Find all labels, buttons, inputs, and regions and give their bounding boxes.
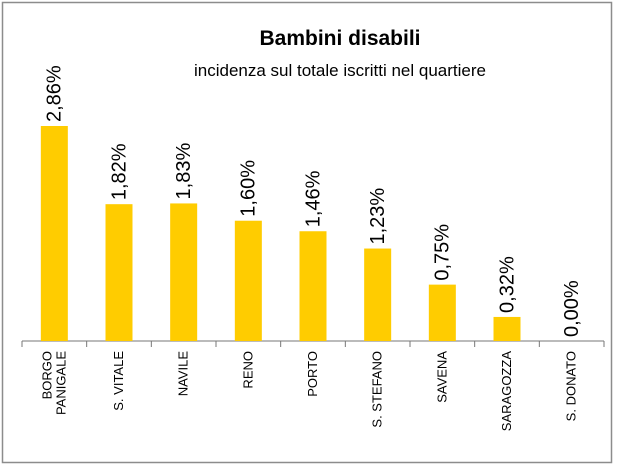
value-label: 0,75% [432,224,454,281]
value-label: 1,83% [173,143,195,200]
value-label: 0,32% [496,256,518,313]
bar [299,231,327,341]
bar [493,316,521,341]
x-tick-label: RENO [240,351,255,389]
value-label: 2,86% [44,65,66,122]
bar [40,126,68,341]
x-tick-label: S. STEFANO [370,351,385,428]
bar [105,204,133,341]
value-label: 0,00% [561,280,583,337]
x-tick-label: PORTO [305,351,320,397]
chart-title: Bambini disabili [259,27,420,50]
value-label: 1,82% [108,143,130,200]
value-label: 1,23% [367,188,389,245]
x-tick-label: S. DONATO [564,351,579,421]
x-tick-label: NAVILE [176,351,191,397]
x-tick-label: SAVENA [434,351,449,403]
x-tick-label: SARAGOZZA [499,351,514,432]
bar [428,284,456,341]
bar [170,203,198,341]
bar [364,248,392,341]
x-tick-label: BORGOPANIGALE [39,351,68,415]
value-label: 1,46% [302,170,324,227]
chart-subtitle: incidenza sul totale iscritti nel quarti… [194,61,486,80]
bar [234,220,262,341]
x-tick-label: S. VITALE [111,351,126,411]
value-label: 1,60% [238,160,260,217]
